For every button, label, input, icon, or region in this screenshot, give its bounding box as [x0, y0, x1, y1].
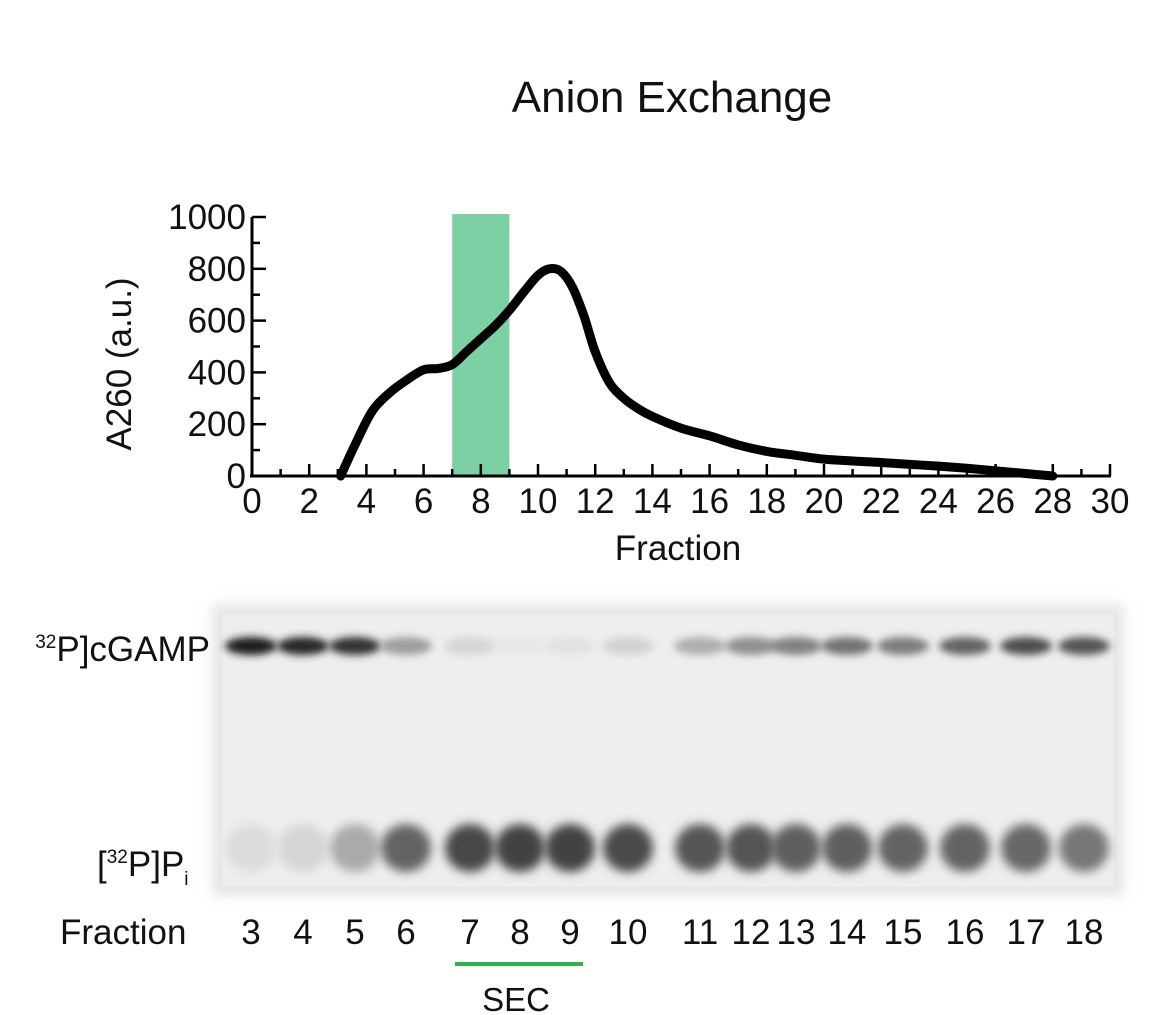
pi-label-superscript: 32 [107, 847, 128, 868]
cgamp-band [329, 637, 381, 655]
lane-number: 15 [884, 913, 923, 952]
cgamp-band [821, 637, 873, 655]
cgamp-band [1058, 637, 1110, 655]
chart: Anion Exchange 0 2 4 6 8 10 12 14 16 18 20 22 24 26 28… [100, 73, 1129, 568]
y-tick-label: 200 [188, 405, 246, 444]
x-tick-label: 8 [471, 482, 490, 521]
chart-title: Anion Exchange [512, 73, 832, 122]
x-tick-label: 28 [1033, 482, 1072, 521]
plot-area: 0 2 4 6 8 10 12 14 16 18 20 22 24 26 28 300200400600800… [168, 198, 1129, 521]
cgamp-label-main: P]cGAMP [56, 630, 210, 669]
lane-number: 14 [828, 913, 867, 952]
cgamp-band-label: 32P]cGAMP [35, 630, 210, 669]
lane-number: 8 [510, 913, 529, 952]
y-tick-label: 400 [188, 353, 246, 392]
pi-band [278, 824, 328, 872]
pi-band [940, 824, 990, 872]
a260-trace-line [336, 264, 1058, 481]
cgamp-band [225, 637, 277, 655]
pi-band [381, 824, 431, 872]
cgamp-band [602, 637, 654, 655]
lane-labels: 3 4 5 6 7 8 9 10 11 12 13 14 15 16 17 18 [241, 913, 1103, 952]
lane-number: 9 [560, 913, 579, 952]
lane-row-label: Fraction [60, 913, 186, 952]
x-tick-label: 22 [862, 482, 901, 521]
x-tick-label: 30 [1091, 482, 1130, 521]
cgamp-label-superscript: 32 [35, 632, 56, 653]
x-tick-label: 2 [299, 482, 318, 521]
pi-band [495, 824, 545, 872]
highlight-region [452, 214, 510, 476]
x-tick-label: 18 [747, 482, 786, 521]
pi-band-label: [32P]Pi [97, 845, 189, 890]
cgamp-band [494, 637, 546, 655]
sec-label: SEC [482, 981, 550, 1015]
y-tick-label: 0 [227, 457, 246, 496]
pi-label-main: P]P [128, 845, 184, 884]
y-tick-label: 600 [188, 302, 246, 341]
x-tick-label: 24 [919, 482, 958, 521]
pi-band [1001, 824, 1051, 872]
x-tick-label: 0 [242, 482, 261, 521]
pi-band [330, 824, 380, 872]
cgamp-band [277, 637, 329, 655]
x-tick-label: 6 [414, 482, 433, 521]
x-tick-label: 12 [576, 482, 615, 521]
lane-number: 12 [732, 913, 771, 952]
x-axis-label: Fraction [615, 529, 741, 568]
x-tick-label: 26 [976, 482, 1015, 521]
pi-band [545, 824, 595, 872]
cgamp-band [544, 637, 596, 655]
x-tick-label: 4 [357, 482, 376, 521]
lane-number: 13 [777, 913, 816, 952]
x-tick-label: 20 [805, 482, 844, 521]
cgamp-band [939, 637, 991, 655]
pi-band [1059, 824, 1109, 872]
lane-number: 6 [396, 913, 415, 952]
lane-number: 11 [682, 913, 718, 952]
lane-number: 3 [241, 913, 260, 952]
gel-bands [225, 637, 1110, 872]
x-tick-label: 14 [633, 482, 672, 521]
x-tick-label: 10 [519, 482, 558, 521]
pi-band [675, 824, 725, 872]
pi-band [445, 824, 495, 872]
cgamp-band [725, 637, 777, 655]
gel-panel: 32P]cGAMP [32P]Pi Fraction 3 4 5 6 7 8 9 10 11 12… [35, 604, 1124, 1015]
pi-label-bracket: [ [97, 845, 107, 884]
y-tick-label: 800 [188, 250, 246, 289]
y-tick-label: 1000 [168, 198, 246, 237]
pi-band [603, 824, 653, 872]
cgamp-band [444, 637, 496, 655]
cgamp-band [380, 637, 432, 655]
pi-band [771, 824, 821, 872]
pi-band [226, 824, 276, 872]
pi-label-subscript: i [184, 869, 188, 890]
y-axis-label: A260 (a.u.) [100, 277, 139, 450]
lane-number: 7 [460, 913, 479, 952]
x-tick-label: 16 [690, 482, 729, 521]
cgamp-band [770, 637, 822, 655]
cgamp-band [1000, 637, 1052, 655]
cgamp-band [877, 637, 929, 655]
lane-number: 5 [345, 913, 364, 952]
lane-number: 4 [293, 913, 312, 952]
lane-number: 17 [1007, 913, 1046, 952]
lane-number: 10 [609, 913, 648, 952]
pi-band [822, 824, 872, 872]
lane-number: 18 [1065, 913, 1104, 952]
pi-band [726, 824, 776, 872]
pi-band [878, 824, 928, 872]
cgamp-band [674, 637, 726, 655]
lane-number: 16 [946, 913, 985, 952]
